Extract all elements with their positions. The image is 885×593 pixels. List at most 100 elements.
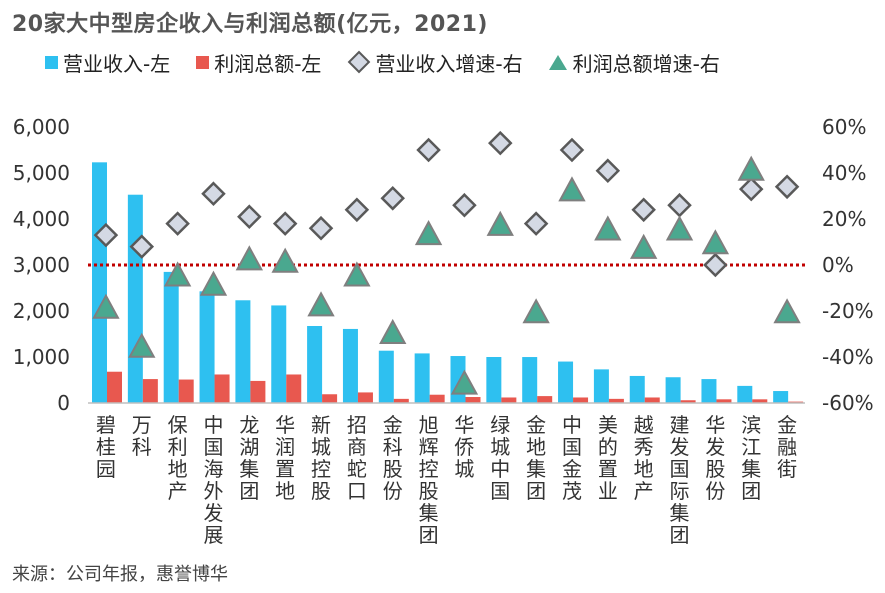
marker-profit-growth [128, 332, 156, 358]
y-right-tick-label: -20% [822, 299, 874, 323]
marker-revenue-growth [595, 158, 621, 183]
source-note: 来源：公司年报，惠誉博华 [12, 564, 228, 585]
marker-revenue-growth [201, 181, 226, 206]
bar-profit [214, 374, 230, 403]
bar-profit [537, 396, 553, 403]
marker-profit-growth [629, 233, 658, 259]
x-category-label: 越秀地产 [634, 413, 654, 503]
x-category-label: 招商蛇口 [347, 413, 367, 503]
bar-profit [286, 374, 302, 403]
bar-profit [178, 379, 194, 403]
bar-profit [501, 397, 517, 403]
y-right-tick-label: -60% [822, 391, 874, 415]
bar-revenue [558, 361, 574, 403]
marker-profit-growth [343, 261, 371, 287]
bar-profit [250, 380, 266, 403]
legend-triangle-icon [548, 54, 567, 70]
x-category-label: 绿城中国 [490, 413, 510, 503]
y-left-tick-label: 2,000 [13, 299, 70, 323]
x-category-label: 龙湖集团 [239, 413, 259, 503]
legend-item-revenue: 营业收入-左 [45, 48, 170, 77]
y-right-tick-label: 20% [822, 207, 866, 231]
bar-profit [644, 397, 660, 403]
bar-revenue [665, 377, 681, 403]
marker-revenue-growth [667, 192, 692, 218]
bar-revenue [271, 305, 287, 403]
marker-revenue-growth [703, 252, 728, 278]
bar-profit [465, 397, 481, 403]
marker-profit-growth [307, 291, 335, 317]
bar-revenue [307, 325, 323, 403]
marker-revenue-growth [237, 204, 262, 229]
bar-revenue [414, 353, 430, 403]
y-right-tick-label: 40% [822, 161, 866, 185]
marker-revenue-growth [344, 197, 370, 223]
x-category-label: 建发国际集团 [670, 413, 690, 547]
y-left-tick-label: 3,000 [13, 253, 70, 277]
x-category-label: 滨江集团 [741, 413, 761, 503]
bar-profit [107, 371, 122, 403]
bar-revenue [92, 162, 107, 403]
marker-profit-growth [486, 210, 514, 236]
marker-revenue-growth [738, 176, 764, 202]
y-left-tick-label: 6,000 [13, 115, 70, 139]
legend: 营业收入-左 利润总额-左 营业收入增速-右 利润总额增速-右 [45, 44, 746, 80]
marker-revenue-growth [452, 192, 477, 218]
x-category-label: 金融街 [777, 413, 797, 481]
bar-revenue [378, 350, 394, 403]
x-category-label: 碧桂园 [96, 413, 116, 481]
legend-item-profit: 利润总额-左 [196, 48, 321, 77]
marker-revenue-growth [523, 211, 549, 236]
x-category-label: 华润置地 [275, 413, 295, 503]
marker-profit-growth [92, 293, 120, 319]
marker-revenue-growth [416, 137, 441, 163]
bar-profit [680, 400, 696, 403]
bar-revenue [522, 357, 538, 403]
marker-profit-growth [522, 298, 550, 324]
bar-profit [752, 399, 768, 403]
y-right-tick-label: 0% [822, 253, 854, 277]
marker-profit-growth [701, 229, 730, 255]
marker-revenue-growth [308, 215, 334, 241]
marker-profit-growth [558, 176, 586, 202]
x-category-label: 华侨城 [454, 413, 474, 481]
marker-revenue-growth [380, 186, 405, 211]
x-category-label: 美的置业 [598, 413, 618, 503]
y-left-tick-label: 4,000 [13, 207, 70, 231]
marker-profit-growth [379, 318, 407, 344]
legend-swatch-revenue [45, 55, 58, 69]
marker-profit-growth [737, 155, 765, 181]
x-category-label: 万科 [132, 413, 152, 459]
legend-label-profit-growth: 利润总额增速-右 [572, 51, 720, 76]
marker-profit-growth [594, 215, 622, 241]
x-category-label: 新城控股 [311, 413, 331, 503]
bar-profit [716, 399, 732, 403]
bar-revenue [235, 300, 251, 403]
marker-revenue-growth [165, 211, 190, 236]
x-category-label: 金科股份 [383, 413, 403, 503]
bar-revenue [701, 379, 717, 403]
x-category-label: 金地集团 [526, 413, 546, 503]
y-right-tick-label: 60% [822, 115, 866, 139]
bar-revenue [163, 271, 179, 403]
bar-profit [322, 394, 338, 403]
y-right-tick-label: -40% [822, 345, 874, 369]
marker-profit-growth [163, 261, 192, 287]
marker-revenue-growth [272, 211, 298, 236]
marker-profit-growth [773, 298, 801, 324]
marker-profit-growth [665, 215, 694, 241]
legend-label-profit: 利润总额-左 [214, 51, 322, 76]
x-category-label: 旭辉控股集团 [419, 413, 439, 547]
bar-profit [142, 379, 158, 403]
y-left-tick-label: 0 [57, 391, 70, 415]
legend-item-profit-growth: 利润总额增速-右 [548, 48, 720, 77]
x-category-label: 中国海外发展 [203, 413, 223, 547]
marker-revenue-growth [774, 174, 800, 200]
legend-label-revenue: 营业收入-左 [63, 51, 171, 76]
marker-profit-growth [414, 220, 443, 246]
bar-revenue [199, 291, 215, 403]
x-category-label: 中国金茂 [562, 413, 582, 503]
y-left-tick-label: 5,000 [13, 161, 70, 185]
chart-title: 20家大中型房企收入与利润总额(亿元，2021) [12, 12, 488, 37]
